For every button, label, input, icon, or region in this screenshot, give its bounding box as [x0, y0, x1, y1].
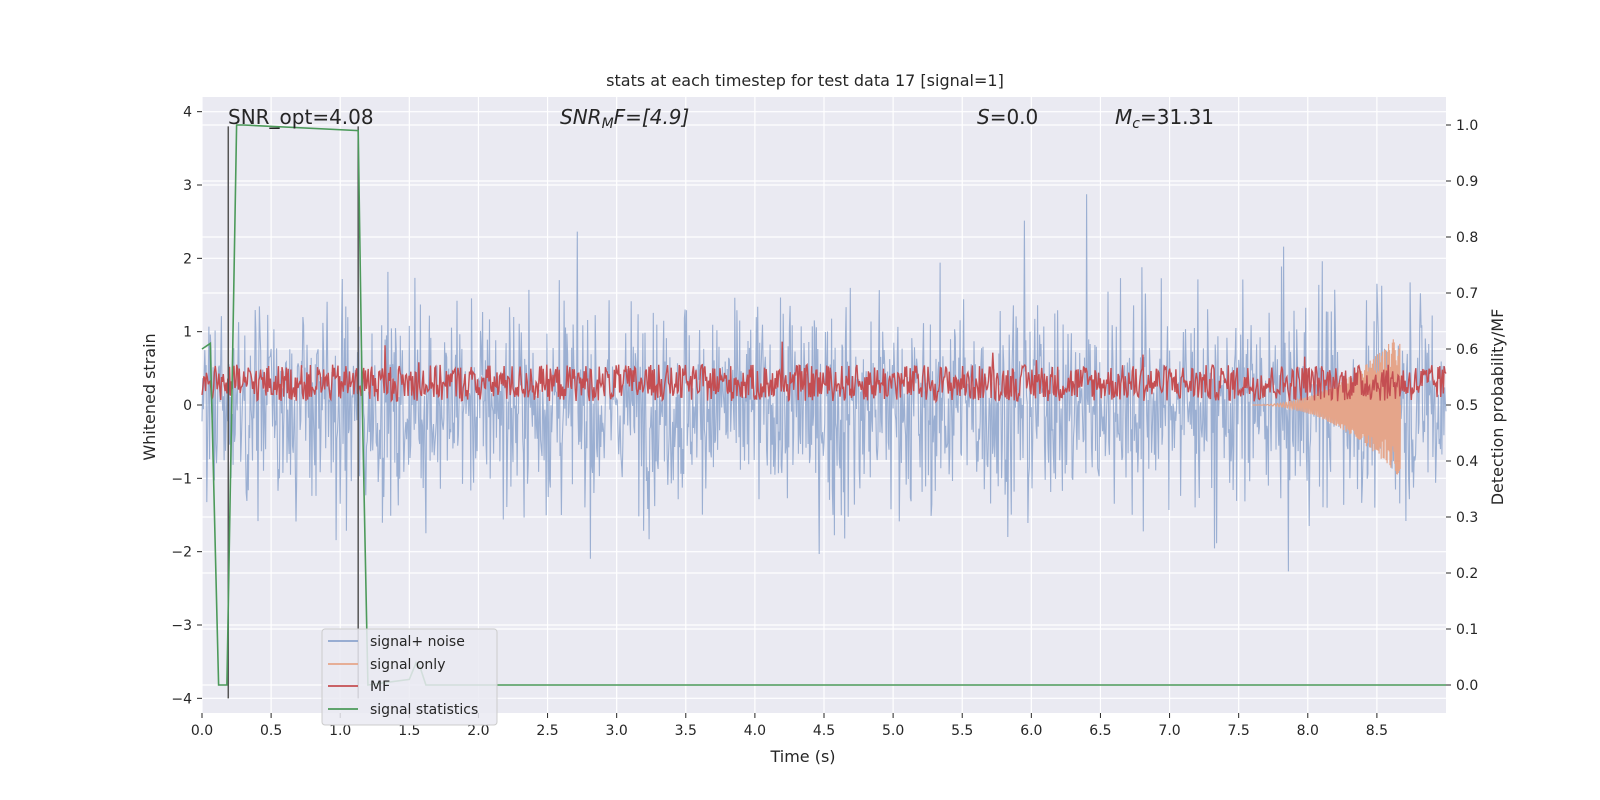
- y-axis-ticks: 4 3 2 1 0 −1 −2 −3 −4: [171, 105, 202, 707]
- y2-tick-label: 0.1: [1456, 622, 1478, 638]
- x-tick-label: 2.5: [536, 723, 558, 739]
- x-axis-ticks: 0.0 0.5 1.0 1.5 2.0 2.5 3.0 3.5 4.0 4.5 5.0 5.5 6.0 6…: [191, 713, 1388, 739]
- y-tick-label: −1: [171, 471, 192, 487]
- legend-label-signal-only: signal only: [370, 657, 445, 673]
- x-tick-label: 7.0: [1158, 723, 1180, 739]
- annotation-snr-mf: SNRMF=[4.9]: [560, 105, 689, 132]
- y-tick-label: −3: [171, 618, 192, 634]
- x-tick-label: 7.5: [1228, 723, 1250, 739]
- y-tick-label: 0: [183, 398, 192, 414]
- y2-tick-label: 1.0: [1456, 118, 1478, 134]
- signal-only-series: [1252, 339, 1401, 475]
- y-tick-label: −4: [171, 691, 192, 707]
- legend-label-mf: MF: [370, 679, 390, 695]
- signal-noise-line: [201, 194, 1447, 572]
- y2-axis-label: Detection probability/MF: [1488, 309, 1507, 506]
- x-axis-label: Time (s): [769, 747, 835, 766]
- y-tick-label: 2: [183, 251, 192, 267]
- x-tick-label: 0.0: [191, 723, 213, 739]
- y2-tick-label: 0.0: [1456, 678, 1478, 694]
- x-tick-label: 0.5: [260, 723, 282, 739]
- x-tick-label: 8.0: [1297, 723, 1319, 739]
- x-tick-label: 4.0: [744, 723, 766, 739]
- y-tick-label: 1: [183, 325, 192, 341]
- y2-tick-label: 0.7: [1456, 286, 1478, 302]
- y2-tick-label: 0.4: [1456, 454, 1478, 470]
- y2-axis-ticks: 1.0 0.9 0.8 0.7 0.6 0.5 0.4 0.3 0.2 0.1 0.0: [1446, 118, 1478, 694]
- chart-title: stats at each timestep for test data 17 …: [606, 71, 1004, 90]
- x-tick-label: 3.5: [675, 723, 697, 739]
- y-axis-label: Whitened strain: [140, 333, 159, 460]
- x-tick-label: 5.5: [951, 723, 973, 739]
- legend: signal+ noise signal only MF signal stat…: [321, 628, 498, 726]
- y2-tick-label: 0.3: [1456, 510, 1478, 526]
- y2-tick-label: 0.9: [1456, 174, 1478, 190]
- annotation-snr-opt: SNR_opt=4.08: [228, 105, 374, 129]
- y2-tick-label: 0.6: [1456, 342, 1478, 358]
- y2-tick-label: 0.2: [1456, 566, 1478, 582]
- annotation-s: S=0.0: [977, 105, 1038, 129]
- grid: [201, 97, 1446, 713]
- legend-label-signal-statistics: signal statistics: [370, 702, 478, 718]
- mf-series: [201, 341, 1447, 404]
- y-tick-label: −2: [171, 545, 192, 561]
- x-tick-label: 4.5: [813, 723, 835, 739]
- mf-line: [201, 341, 1447, 404]
- signal-noise-series: [201, 194, 1447, 572]
- x-tick-label: 2.0: [467, 723, 489, 739]
- x-tick-label: 5.0: [882, 723, 904, 739]
- y-tick-label: 4: [183, 105, 192, 121]
- x-tick-label: 1.5: [398, 723, 420, 739]
- x-tick-label: 6.0: [1020, 723, 1042, 739]
- x-tick-label: 1.0: [329, 723, 351, 739]
- x-tick-label: 3.0: [606, 723, 628, 739]
- y2-tick-label: 0.5: [1456, 398, 1478, 414]
- legend-label-signal-noise: signal+ noise: [370, 634, 465, 650]
- x-tick-label: 6.5: [1089, 723, 1111, 739]
- signal-only-line: [1252, 339, 1401, 475]
- y2-tick-label: 0.8: [1456, 230, 1478, 246]
- x-tick-label: 8.5: [1366, 723, 1388, 739]
- y-tick-label: 3: [183, 178, 192, 194]
- annotation-mc: Mc=31.31: [1115, 105, 1214, 132]
